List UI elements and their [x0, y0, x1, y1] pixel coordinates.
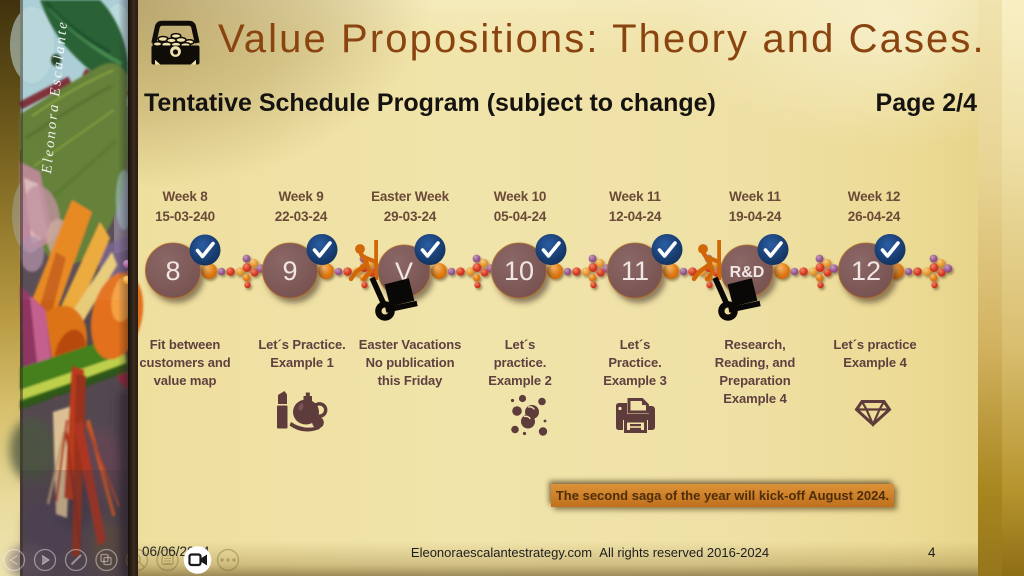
svg-text:R&D: R&D — [730, 264, 765, 281]
svg-text:8: 8 — [165, 256, 180, 286]
svg-text:11: 11 — [621, 256, 649, 286]
svg-text:12: 12 — [851, 256, 881, 286]
svg-text:9: 9 — [282, 256, 297, 286]
svg-text:10: 10 — [504, 256, 534, 286]
